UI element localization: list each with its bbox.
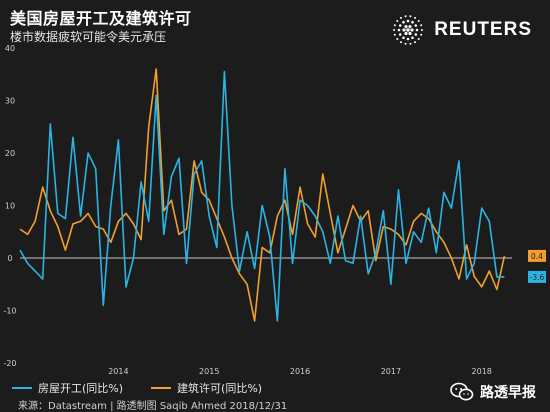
y-tick-label: -20: [3, 359, 16, 368]
end-labels: 0.4 -3.6: [528, 249, 546, 283]
end-label-permits: 0.4: [531, 252, 543, 261]
wechat-icon: [450, 382, 474, 401]
end-label-permits-box: [528, 249, 546, 262]
watermark-text: 路透早报: [480, 385, 536, 401]
y-axis: -20 -10 0 10 20 30 40: [3, 44, 16, 368]
source-note: 来源：Datastream | 路透制图 Saqib Ahmed 2018/12…: [18, 401, 288, 412]
legend: 房屋开工(同比%) 建筑许可(同比%): [12, 380, 262, 396]
series-line-starts: [19, 70, 505, 322]
x-tick-label: 2016: [290, 367, 310, 376]
y-tick-label: 40: [5, 44, 15, 53]
reuters-brand: REUTERS: [390, 12, 532, 48]
watermark: 路透早报: [450, 382, 536, 402]
chart-title: 美国房屋开工及建筑许可: [10, 9, 192, 28]
brand-name: REUTERS: [434, 19, 532, 40]
legend-swatch-starts: [12, 387, 32, 389]
x-tick-label: 2018: [472, 367, 492, 376]
legend-label-starts: 房屋开工(同比%): [38, 382, 124, 395]
x-tick-label: 2015: [199, 367, 219, 376]
end-label-starts-box: [528, 270, 546, 283]
legend-swatch-permits: [151, 387, 172, 389]
series-layer: [19, 68, 506, 322]
y-tick-label: -10: [3, 307, 16, 316]
x-tick-label: 2014: [108, 367, 128, 376]
reuters-dot-logo-icon: [393, 15, 424, 45]
x-axis: 2014 2015 2016 2017 2018: [108, 367, 492, 376]
y-tick-label: 10: [5, 202, 15, 211]
end-label-starts: -3.6: [530, 273, 545, 282]
y-tick-label: 30: [5, 97, 15, 106]
legend-label-permits: 建筑许可(同比%): [177, 382, 263, 395]
chart-subtitle: 楼市数据疲软可能令美元承压: [10, 30, 167, 44]
series-line-permits: [19, 68, 506, 322]
y-tick-label: 20: [5, 149, 15, 158]
x-tick-label: 2017: [381, 367, 401, 376]
legend-item-permits: 建筑许可(同比%): [151, 380, 262, 396]
legend-item-starts: 房屋开工(同比%): [12, 380, 123, 396]
y-tick-label: 0: [7, 254, 12, 263]
